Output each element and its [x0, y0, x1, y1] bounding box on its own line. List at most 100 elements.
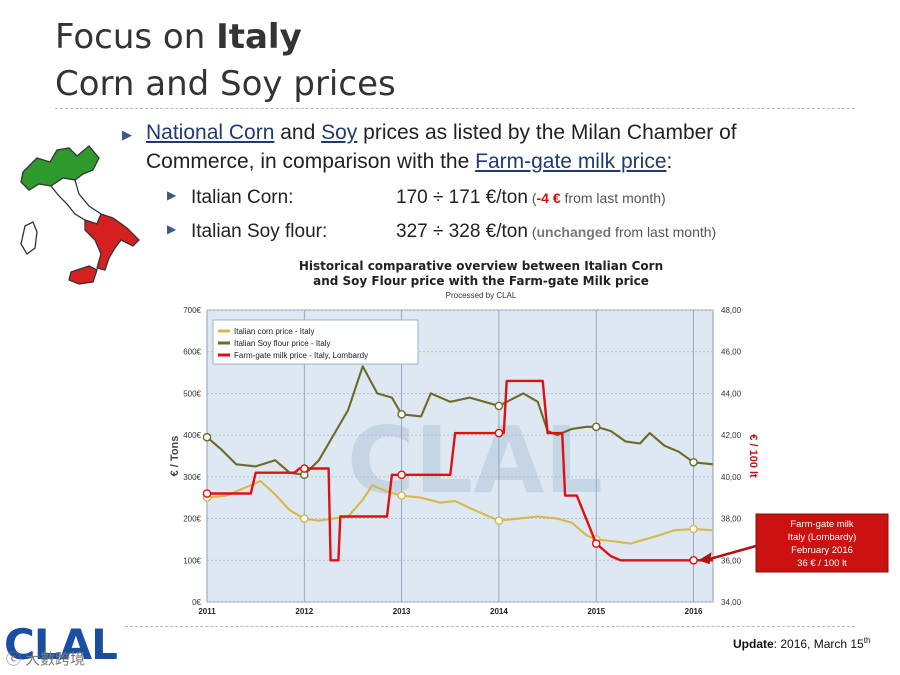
- title-divider: [55, 108, 855, 109]
- corn-point-marker: [689, 524, 698, 534]
- chart-title-line-2: and Soy Flour price with the Farm-gate M…: [313, 274, 649, 288]
- italy-north-shape: [20, 145, 100, 191]
- update-label: Update: [733, 637, 774, 651]
- title-prefix: Focus on: [55, 17, 217, 57]
- soy-value-line: 327 ÷ 328 €/ton (unchanged from last mon…: [396, 221, 716, 243]
- soy-point-marker: [397, 409, 406, 419]
- soy-point-marker: [202, 432, 212, 442]
- left-tick-label: 600€: [183, 348, 201, 357]
- corn-value-line: 170 ÷ 171 €/ton (-4 € from last month): [396, 187, 666, 209]
- soy-point-marker: [689, 457, 698, 467]
- sicily-shape: [68, 265, 98, 285]
- milk-point-marker: [300, 464, 309, 473]
- right-axis-label: € / 100 lt: [747, 434, 759, 478]
- sub-bullet-arrow-icon: ▶: [167, 188, 177, 202]
- left-tick-label: 500€: [183, 389, 201, 398]
- left-tick-label: 300€: [183, 473, 201, 482]
- soy-price-item: ▶ Italian Soy flour: 327 ÷ 328 €/ton (un…: [167, 221, 716, 243]
- callout-box: [755, 513, 889, 573]
- and-text: and: [274, 121, 322, 144]
- right-tick-label: 42,00: [721, 431, 742, 440]
- x-tick-label: 2011: [198, 607, 216, 616]
- sardinia-shape: [20, 221, 38, 255]
- corn-point-marker: [300, 514, 309, 523]
- x-tick-label: 2012: [295, 607, 313, 616]
- bottom-divider: [125, 626, 855, 627]
- right-tick-label: 34,00: [721, 598, 742, 607]
- bullet-text-2: Commerce, in comparison with the: [146, 150, 476, 173]
- update-sup: th: [863, 636, 871, 645]
- legend-label: Farm-gate milk price - Italy, Lombardy: [234, 351, 368, 360]
- x-tick-label: 2014: [490, 607, 508, 616]
- callout-text: Farm-gate milk: [790, 519, 854, 530]
- bullet-colon: :: [666, 150, 673, 173]
- x-tick-label: 2016: [685, 607, 703, 616]
- bullet-arrow-icon: ▶: [122, 127, 132, 142]
- right-tick-label: 48,00: [721, 306, 742, 315]
- soy-point-marker: [494, 401, 504, 411]
- corn-note-tail: from last month): [560, 190, 666, 206]
- chart-subtitle: Processed by CLAL: [446, 291, 517, 300]
- callout-text: 36 € / 100 lt: [797, 558, 847, 569]
- right-tick-label: 46,00: [721, 348, 742, 357]
- corn-point-marker: [494, 516, 504, 525]
- corn-price-line: [206, 479, 714, 545]
- corn-point-marker: [397, 491, 406, 500]
- soy-flour-price-line: [206, 365, 714, 476]
- soy-link[interactable]: Soy: [321, 121, 358, 144]
- title-line2: Corn and Soy prices: [55, 64, 396, 104]
- soy-point-marker: [591, 422, 601, 432]
- legend-label: Italian Soy flour price - Italy: [234, 339, 330, 348]
- soy-value: 327 ÷ 328 €/ton: [396, 221, 528, 242]
- milk-price-line: [207, 379, 713, 562]
- right-tick-label: 36,00: [721, 556, 742, 565]
- soy-note-open: (: [527, 224, 537, 240]
- left-axis-label: € / Tons: [169, 436, 181, 477]
- sub-bullet-arrow-icon: ▶: [167, 222, 177, 236]
- left-tick-label: 0€: [192, 598, 201, 607]
- corn-price-item: ▶ Italian Corn: 170 ÷ 171 €/ton (-4 € fr…: [167, 187, 666, 209]
- national-corn-link[interactable]: National Corn: [146, 121, 275, 144]
- soy-label: Italian Soy flour:: [191, 221, 328, 242]
- chart-legend: Italian corn price - Italy Italian Soy fl…: [212, 319, 419, 365]
- title-bold: Italy: [216, 17, 302, 57]
- corn-value: 170 ÷ 171 €/ton: [396, 187, 528, 208]
- right-tick-label: 44,00: [721, 389, 742, 398]
- left-tick-label: 700€: [183, 306, 201, 315]
- x-tick-label: 2013: [393, 607, 411, 616]
- update-text: : 2016, March 15: [773, 637, 864, 651]
- left-tick-label: 100€: [183, 556, 201, 565]
- farm-gate-milk-link[interactable]: Farm-gate milk price: [475, 150, 667, 173]
- x-tick-label: 2015: [587, 607, 605, 616]
- watermark-text: ⓒ 大數跨境: [6, 651, 86, 668]
- bullet-text-1: prices as listed by the Milan Chamber of: [357, 121, 737, 144]
- clal-logo: CLAL: [4, 620, 118, 669]
- soy-note-tail: from last month): [611, 224, 717, 240]
- right-tick-label: 38,00: [721, 515, 742, 524]
- milk-point-marker: [591, 539, 601, 548]
- legend-box: [212, 319, 419, 365]
- right-tick-label: 40,00: [721, 473, 742, 482]
- legend-label: Italian corn price - Italy: [234, 327, 314, 336]
- milk-point-marker: [397, 470, 406, 480]
- italy-south-shape: [84, 213, 140, 271]
- corn-label: Italian Corn:: [191, 187, 294, 208]
- soy-change: unchanged: [536, 224, 612, 240]
- callout-text: February 2016: [791, 545, 853, 556]
- slide-title: Focus on Italy Corn and Soy prices: [55, 14, 396, 108]
- milk-point-marker: [202, 489, 212, 498]
- left-tick-label: 200€: [183, 515, 201, 524]
- update-line: Update: 2016, March 15th: [733, 636, 870, 651]
- chart-title-line-1: Historical comparative overview between …: [299, 259, 663, 273]
- main-bullet: ▶ National Corn and Soy prices as listed…: [122, 118, 866, 176]
- milk-point-marker: [494, 428, 504, 438]
- corn-note-open: (: [527, 190, 537, 206]
- callout-arrow-head-icon: [698, 552, 712, 565]
- corn-change: -4 €: [536, 190, 561, 206]
- left-tick-label: 400€: [183, 431, 201, 440]
- callout-arrow-line: [708, 544, 757, 561]
- italy-map-icon: [20, 145, 140, 285]
- milk-point-marker: [689, 555, 698, 565]
- callout-text: Italy (Lombardy): [788, 532, 857, 543]
